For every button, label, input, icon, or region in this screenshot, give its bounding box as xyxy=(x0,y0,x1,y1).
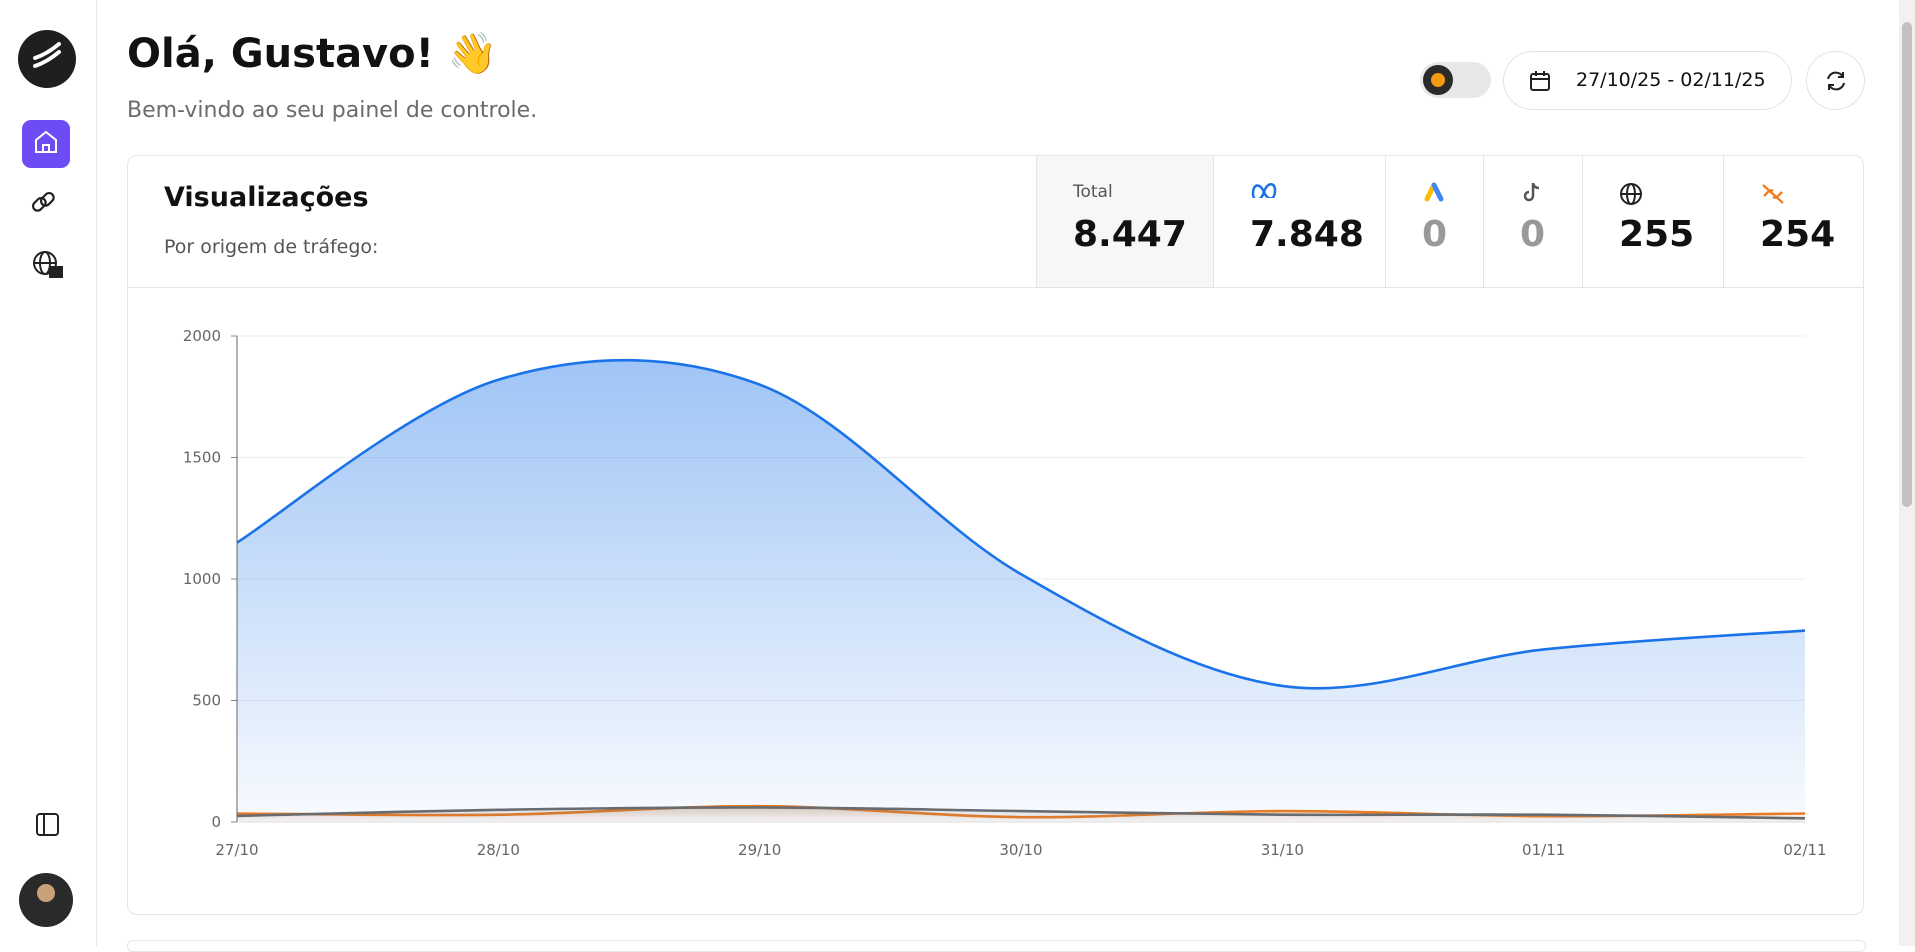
meta-icon xyxy=(1251,183,1277,198)
sidebar-icons xyxy=(18,30,76,927)
x-tick-label: 02/11 xyxy=(1783,841,1826,859)
x-tick-label: 29/10 xyxy=(738,841,781,859)
toggle-knob xyxy=(1423,65,1453,95)
stat-value: 0 xyxy=(1422,214,1448,255)
page-subtitle: Bem-vindo ao seu painel de controle. xyxy=(127,98,538,123)
card-divider xyxy=(128,287,1863,288)
y-tick-label: 500 xyxy=(192,692,221,710)
date-picker[interactable]: 27/10/25 - 02/11/25 xyxy=(1503,51,1792,110)
series-area xyxy=(237,360,1805,822)
stat-value: 0 xyxy=(1520,214,1546,255)
x-tick-label: 01/11 xyxy=(1522,841,1565,859)
sidebar xyxy=(0,0,97,946)
x-tick-label: 31/10 xyxy=(1261,841,1304,859)
series-line xyxy=(236,358,1806,690)
nav-links[interactable] xyxy=(31,191,55,212)
stat-meta: 7.848 xyxy=(1213,156,1385,287)
y-tick-label: 1500 xyxy=(183,449,221,467)
globe-icon xyxy=(1620,183,1642,205)
views-card: Visualizações Por origem de tráfego: Tot… xyxy=(127,155,1864,915)
stat-google-ads: 0 xyxy=(1385,156,1483,287)
logo-mark xyxy=(33,42,61,68)
scrollbar-thumb[interactable] xyxy=(1902,22,1912,507)
stat-value: 8.447 xyxy=(1073,214,1187,255)
page-title: Olá, Gustavo! 👋 xyxy=(127,31,498,77)
y-tick-label: 2000 xyxy=(183,327,221,345)
theme-toggle[interactable] xyxy=(1420,62,1491,98)
calendar-icon xyxy=(1530,71,1550,91)
y-tick-label: 0 xyxy=(211,813,221,831)
tiktok-icon xyxy=(1523,182,1540,202)
date-range: 27/10/25 - 02/11/25 xyxy=(1576,69,1766,91)
refresh-icon xyxy=(1827,71,1845,91)
sun-icon xyxy=(1431,73,1445,87)
card-title: Visualizações xyxy=(164,182,369,213)
stat-tiktok: 0 xyxy=(1483,156,1582,287)
stat-direct: 254 xyxy=(1723,156,1863,287)
stat-total: Total 8.447 xyxy=(1036,156,1213,287)
home-icon xyxy=(35,130,57,153)
sidebar-toggle[interactable] xyxy=(36,813,59,836)
stat-value: 254 xyxy=(1760,214,1836,255)
stat-value: 7.848 xyxy=(1250,214,1364,255)
avatar-face xyxy=(37,884,55,902)
refresh-button[interactable] xyxy=(1806,51,1865,110)
card-subtitle: Por origem de tráfego: xyxy=(164,236,379,258)
nav-domains[interactable] xyxy=(33,251,63,278)
broken-link-icon xyxy=(1762,184,1784,204)
stat-label: Total xyxy=(1073,182,1113,202)
next-card xyxy=(127,940,1866,952)
y-tick-label: 1000 xyxy=(183,570,221,588)
x-tick-label: 30/10 xyxy=(999,841,1042,859)
x-tick-label: 28/10 xyxy=(477,841,520,859)
chart: 0 500 1000 1500 2000 27/10 28/10 29/10 30/10 31/1… xyxy=(183,327,1827,859)
x-tick-label: 27/10 xyxy=(215,841,258,859)
scrollbar[interactable] xyxy=(1899,0,1915,946)
stat-website: 255 xyxy=(1582,156,1723,287)
google-ads-icon xyxy=(1424,182,1444,202)
stat-value: 255 xyxy=(1619,214,1695,255)
